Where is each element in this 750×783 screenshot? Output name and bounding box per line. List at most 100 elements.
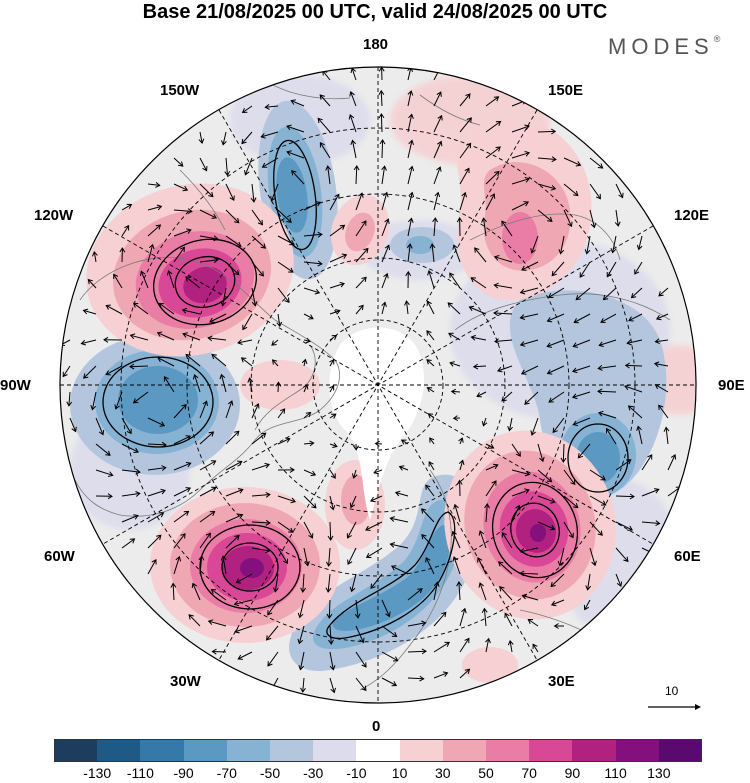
wind-vector <box>121 204 132 211</box>
wind-vector <box>634 261 643 275</box>
wind-vector <box>370 495 383 502</box>
wind-vector <box>147 559 157 575</box>
wind-vector <box>641 454 653 471</box>
wind-vector-head <box>305 337 312 344</box>
wind-vector-head <box>481 217 487 223</box>
wind-vector <box>655 339 669 343</box>
wind-vector <box>121 538 135 549</box>
wind-vector-head <box>319 94 325 100</box>
wind-vector <box>242 313 253 330</box>
wind-vector-head <box>258 271 264 277</box>
wind-vector-head <box>370 496 376 503</box>
wind-vector-head <box>185 276 191 282</box>
wind-vector-head <box>325 165 332 171</box>
wind-vector-head <box>442 671 449 677</box>
wind-vector <box>458 581 461 601</box>
wind-vector-head <box>400 439 407 445</box>
wind-vector <box>322 70 331 81</box>
wind-vector-head <box>219 373 226 380</box>
wind-vector-head <box>421 533 427 540</box>
wind-vector <box>470 277 487 289</box>
wind-vector-head <box>546 369 553 375</box>
lon-label-90w: 90W <box>0 377 31 394</box>
wind-vector <box>303 233 322 237</box>
wind-vector <box>511 152 530 159</box>
wind-vector <box>433 218 436 237</box>
colorbar-tick-label: 10 <box>391 765 408 781</box>
wind-vector-head <box>405 270 412 277</box>
wind-vector <box>562 443 565 463</box>
wind-vector-head <box>347 559 353 566</box>
wind-vector <box>267 599 279 616</box>
wind-vector-head <box>444 641 450 647</box>
wind-vector <box>531 417 539 436</box>
wind-vector <box>182 333 201 341</box>
wind-vector <box>303 287 320 294</box>
wind-vector-head <box>493 282 499 289</box>
colorbar-tick-label: -110 <box>126 765 154 781</box>
wind-vector-head <box>264 104 270 110</box>
wind-vector-head <box>452 244 458 250</box>
colorbar-swatch <box>399 739 444 762</box>
wind-vector <box>192 583 201 601</box>
wind-vector-head <box>384 218 390 224</box>
wind-vector-head <box>300 687 306 693</box>
wind-vector-head <box>436 166 442 172</box>
wind-vector-head <box>507 426 513 432</box>
wind-vector-head <box>260 432 267 438</box>
wind-vectors <box>60 67 682 694</box>
wind-vector <box>427 387 435 393</box>
wind-vector-head <box>288 267 294 273</box>
wind-vector <box>498 561 513 575</box>
wind-vector <box>407 192 413 211</box>
wind-vector-head <box>113 273 119 279</box>
wind-vector-head <box>317 117 323 124</box>
wind-vector-head <box>211 648 217 655</box>
wind-vector-head <box>550 128 557 135</box>
wind-vector <box>329 224 345 237</box>
wind-vector <box>277 495 296 503</box>
wind-vector-head <box>317 231 323 238</box>
wind-vector-head <box>429 243 436 249</box>
wind-vector-head <box>523 201 530 207</box>
wind-vector-head <box>229 195 235 202</box>
wind-vector <box>222 287 227 306</box>
wind-vector <box>199 157 208 171</box>
wind-vector-head <box>627 525 634 531</box>
wind-vector <box>421 534 435 549</box>
wind-vector <box>329 469 336 479</box>
wind-vector <box>355 192 363 211</box>
wind-vector-head <box>654 338 660 345</box>
wind-vector-head <box>105 304 111 310</box>
wind-vector <box>407 67 412 81</box>
wind-vector <box>381 139 384 159</box>
wind-vector <box>113 274 123 289</box>
wind-vector-head <box>241 138 247 145</box>
wind-vector-head <box>624 384 630 391</box>
wind-vector-head <box>92 250 98 257</box>
wind-vector-head <box>572 367 578 374</box>
wind-vector <box>485 503 488 523</box>
wind-vector-head <box>126 428 132 435</box>
wind-vector-head <box>493 96 500 102</box>
wind-vector-head <box>426 359 432 365</box>
wind-vector <box>597 390 617 393</box>
wind-vector-head <box>234 627 240 634</box>
wind-vector-head <box>234 430 240 437</box>
wind-vector <box>251 547 270 552</box>
wind-vector <box>303 201 321 211</box>
wind-vector-head <box>220 301 227 307</box>
colorbar-tick-label: -10 <box>346 765 367 781</box>
colorbar-swatch <box>270 739 314 762</box>
wind-vector-head <box>319 142 325 148</box>
wind-vector <box>225 460 243 471</box>
wind-vector <box>329 385 335 393</box>
wind-vector <box>147 467 166 471</box>
wind-vector-head <box>308 533 314 539</box>
wind-vector <box>129 365 149 368</box>
colorbar-tick-label: 50 <box>478 765 494 781</box>
wind-vector-head <box>458 437 464 443</box>
wind-vector <box>241 357 253 367</box>
wind-vector <box>449 362 461 367</box>
wind-vector <box>573 417 591 426</box>
